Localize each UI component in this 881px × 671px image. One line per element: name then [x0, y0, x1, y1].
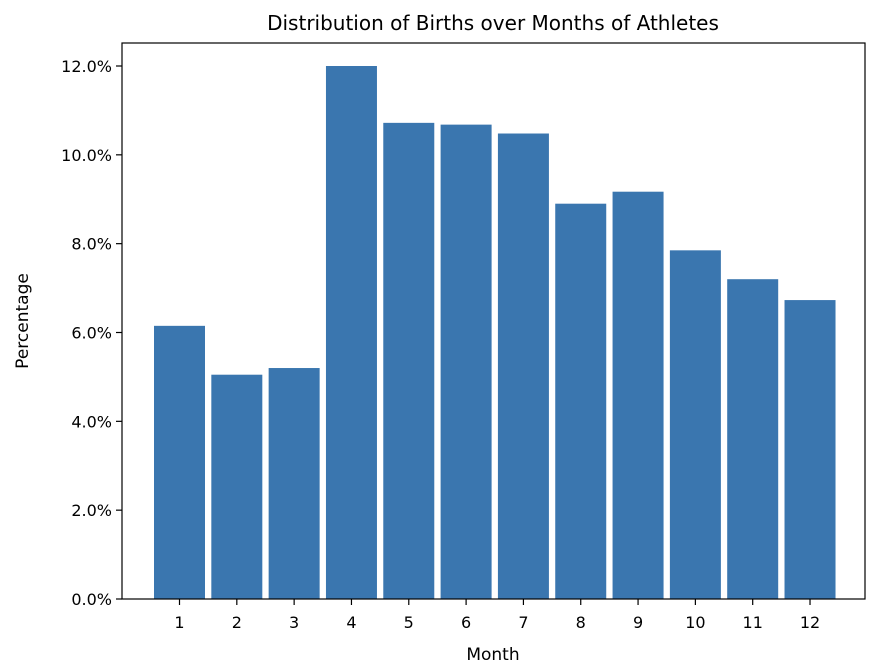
bar-month-4 — [325, 66, 377, 599]
bar-month-6 — [440, 124, 492, 599]
x-tick-label: 8 — [576, 613, 586, 632]
chart-title: Distribution of Births over Months of At… — [267, 11, 719, 35]
bars-group — [154, 66, 836, 599]
x-tick-label: 1 — [174, 613, 184, 632]
y-tick-label: 0.0% — [71, 590, 112, 609]
bar-month-7 — [497, 133, 549, 599]
y-axis-label: Percentage — [13, 273, 33, 369]
x-tick-label: 9 — [633, 613, 643, 632]
x-tick-label: 4 — [346, 613, 356, 632]
y-tick-label: 6.0% — [71, 324, 112, 343]
bar-month-2 — [211, 374, 263, 599]
x-tick-label: 5 — [404, 613, 414, 632]
bar-month-12 — [784, 300, 836, 599]
bar-month-8 — [555, 203, 607, 599]
bar-month-11 — [727, 279, 779, 599]
bar-month-5 — [383, 122, 435, 599]
bar-month-9 — [612, 191, 664, 599]
x-axis: 1 2 3 4 5 6 7 8 9 10 11 12 — [174, 599, 820, 632]
y-tick-label: 4.0% — [71, 412, 112, 431]
x-tick-label: 6 — [461, 613, 471, 632]
x-tick-label: 11 — [743, 613, 763, 632]
y-tick-label: 12.0% — [61, 57, 112, 76]
y-axis: 0.0% 2.0% 4.0% 6.0% 8.0% 10.0% 12.0% — [61, 57, 122, 609]
bar-month-1 — [154, 325, 205, 599]
bar-month-3 — [268, 368, 320, 599]
x-tick-label: 10 — [685, 613, 705, 632]
x-axis-label: Month — [466, 645, 519, 665]
y-tick-label: 8.0% — [71, 235, 112, 254]
x-tick-label: 12 — [800, 613, 820, 632]
bar-month-10 — [669, 250, 721, 599]
plot-frame — [121, 42, 866, 600]
x-tick-label: 3 — [289, 613, 299, 632]
y-tick-label: 10.0% — [61, 146, 112, 165]
x-tick-label: 2 — [232, 613, 242, 632]
x-tick-label: 7 — [518, 613, 528, 632]
y-tick-label: 2.0% — [71, 501, 112, 520]
